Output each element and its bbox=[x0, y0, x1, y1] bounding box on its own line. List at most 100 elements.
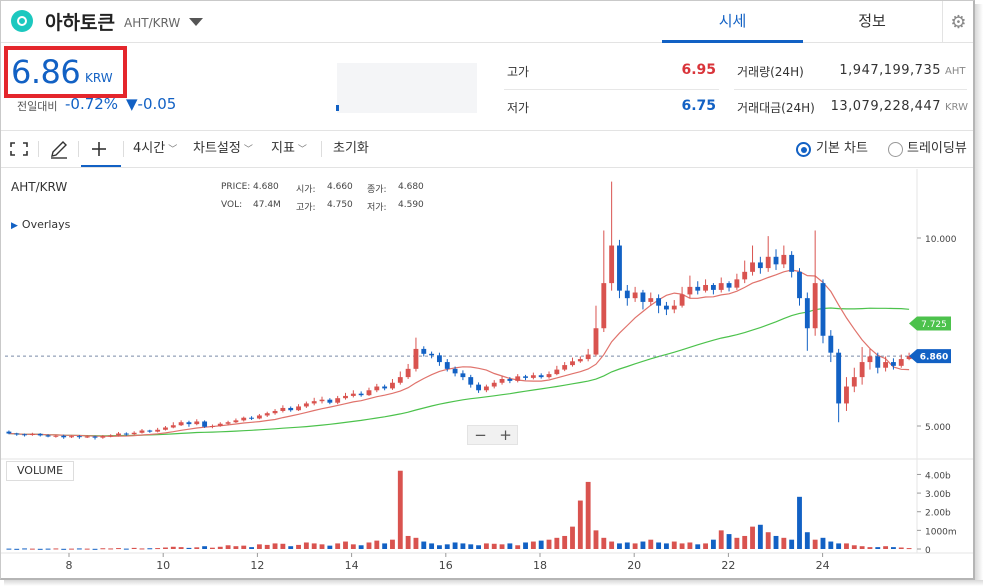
zoom-in-button[interactable]: + bbox=[499, 426, 512, 444]
candle-body bbox=[695, 286, 701, 291]
candle-body bbox=[875, 356, 881, 368]
candle-body bbox=[53, 435, 59, 437]
settings-gear-icon[interactable]: ⚙ bbox=[942, 1, 973, 43]
candle-body bbox=[131, 432, 137, 435]
volume-bar bbox=[891, 547, 896, 549]
legend-low: 4.590 bbox=[398, 200, 424, 210]
legend-vol-label: VOL: bbox=[221, 200, 243, 210]
basic-chart-label[interactable]: 기본 차트 bbox=[816, 141, 868, 156]
coin-select-caret-icon[interactable] bbox=[189, 18, 203, 26]
chevron-down-icon: ﹀ bbox=[297, 145, 307, 155]
candle-body bbox=[6, 431, 12, 434]
fullscreen-icon[interactable] bbox=[10, 131, 28, 167]
candle-body bbox=[538, 375, 544, 378]
candle-body bbox=[656, 298, 662, 306]
tab-quote[interactable]: 시세 bbox=[662, 1, 803, 43]
candle-body bbox=[851, 377, 857, 387]
candle-body bbox=[256, 415, 262, 419]
candle-body bbox=[264, 413, 270, 416]
volume-bar bbox=[241, 545, 247, 549]
candle-body bbox=[163, 427, 168, 430]
tradingview-label[interactable]: 트레이딩뷰 bbox=[907, 141, 967, 156]
candle-body bbox=[734, 279, 740, 288]
candle-body bbox=[178, 422, 184, 426]
interval-select[interactable]: 4시간 ﹀ bbox=[133, 131, 177, 167]
candle-body bbox=[554, 369, 560, 375]
volume-bar bbox=[710, 539, 716, 549]
candle-body bbox=[624, 290, 630, 299]
volume-bar bbox=[350, 544, 356, 549]
coin-name[interactable]: 아하토큰 bbox=[45, 12, 115, 34]
reset-button[interactable]: 초기화 bbox=[333, 141, 369, 156]
candle-body bbox=[530, 375, 536, 378]
crosshair-icon[interactable] bbox=[89, 131, 109, 167]
candle-body bbox=[29, 433, 35, 436]
app-window: 아하토큰 AHT/KRW 시세 정보 ⚙ 6.86 KRW 전일대비 -0.72… bbox=[0, 0, 975, 580]
divider bbox=[734, 89, 967, 90]
volume-bar bbox=[617, 543, 622, 549]
amount-label: 거래대금(24H) bbox=[737, 101, 815, 115]
volume-bar bbox=[609, 541, 615, 549]
volume-bar bbox=[37, 548, 43, 550]
tab-info[interactable]: 정보 bbox=[858, 12, 886, 30]
candle-body bbox=[773, 256, 779, 265]
candle-body bbox=[405, 368, 411, 378]
volume-bar bbox=[123, 548, 129, 550]
volume-tick-label: 1000m bbox=[925, 527, 957, 537]
high-value: 6.95 bbox=[681, 62, 716, 78]
candle-body bbox=[828, 335, 834, 353]
volume-bar bbox=[69, 548, 74, 550]
volume-value: 1,947,199,735 bbox=[839, 63, 941, 78]
chart-settings-menu[interactable]: 차트설정 ﹀ bbox=[193, 131, 253, 167]
tradingview-radio[interactable] bbox=[888, 142, 903, 157]
candle-body bbox=[170, 425, 176, 428]
candle-body bbox=[390, 382, 395, 389]
overlays-toggle[interactable]: ▶ Overlays bbox=[11, 218, 70, 231]
candle-body bbox=[570, 361, 575, 366]
price-chart[interactable]: 10.000 5.000 4.00b 3.00b 2.00b 1000m 0 8 10 12 14 1… bbox=[1, 169, 974, 580]
volume-bar bbox=[225, 545, 231, 549]
candle-body bbox=[311, 401, 317, 404]
change-rate: -0.72% bbox=[65, 95, 119, 113]
candle-body bbox=[781, 254, 787, 265]
candle-body bbox=[429, 353, 435, 356]
volume-bar bbox=[570, 526, 575, 549]
volume-bar bbox=[773, 535, 779, 549]
candle-body bbox=[891, 362, 896, 366]
volume-bar bbox=[108, 548, 114, 550]
chart-canvas[interactable]: 10.000 5.000 4.00b 3.00b 2.00b 1000m 0 8 10 12 14 1… bbox=[1, 169, 974, 580]
candle-body bbox=[327, 399, 333, 403]
volume-bar bbox=[217, 546, 223, 549]
draw-pencil-icon[interactable] bbox=[49, 131, 69, 167]
active-tool-indicator bbox=[81, 165, 121, 167]
volume-bar bbox=[155, 548, 161, 550]
volume-pane-label: VOLUME bbox=[6, 461, 74, 481]
volume-bar bbox=[593, 530, 599, 549]
volume-bar bbox=[859, 546, 865, 549]
basic-chart-radio[interactable] bbox=[796, 142, 811, 157]
volume-bar bbox=[601, 537, 607, 549]
chart-toolbar: 4시간 ﹀ 차트설정 ﹀ 지표 ﹀ 초기화 기본 차트 트레이딩뷰 bbox=[1, 130, 973, 168]
amount-value: 13,079,228,447 bbox=[830, 99, 941, 114]
price-unit: KRW bbox=[85, 71, 113, 85]
volume-bar bbox=[100, 548, 106, 550]
candle-body bbox=[664, 305, 669, 310]
indicators-menu[interactable]: 지표 ﹀ bbox=[271, 131, 307, 167]
volume-bar bbox=[22, 548, 27, 550]
ma-price-tag bbox=[909, 316, 951, 331]
price-tick-label: 10.000 bbox=[925, 235, 957, 245]
volume-bar bbox=[53, 548, 59, 550]
volume-bar bbox=[538, 540, 544, 549]
volume-bar bbox=[664, 543, 669, 549]
zoom-controls: − + bbox=[467, 425, 518, 445]
candle-body bbox=[523, 376, 528, 378]
candle-body bbox=[296, 406, 301, 411]
candle-body bbox=[703, 285, 708, 291]
volume-bar bbox=[296, 544, 301, 549]
coin-pair[interactable]: AHT/KRW bbox=[124, 16, 181, 30]
zoom-out-button[interactable]: − bbox=[474, 426, 487, 444]
candle-body bbox=[444, 362, 450, 369]
volume-bar bbox=[828, 541, 834, 549]
legend-high: 4.750 bbox=[327, 200, 353, 210]
volume-bar bbox=[280, 543, 286, 549]
